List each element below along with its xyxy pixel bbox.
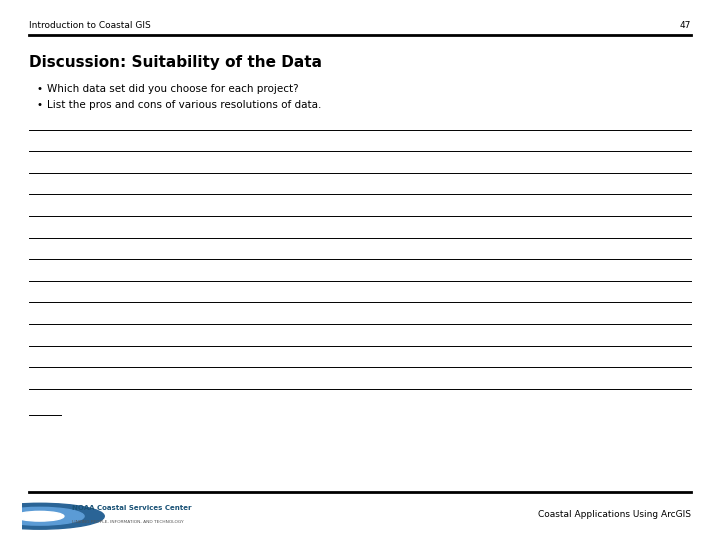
Text: Introduction to Coastal GIS: Introduction to Coastal GIS	[29, 22, 150, 30]
Text: Discussion: Suitability of the Data: Discussion: Suitability of the Data	[29, 55, 322, 70]
Text: Coastal Applications Using ArcGIS: Coastal Applications Using ArcGIS	[538, 510, 691, 518]
Circle shape	[0, 503, 104, 529]
Text: List the pros and cons of various resolutions of data.: List the pros and cons of various resolu…	[47, 100, 321, 110]
Text: NOAA Coastal Services Center: NOAA Coastal Services Center	[72, 505, 192, 511]
Text: LINKING PEOPLE, INFORMATION, AND TECHNOLOGY: LINKING PEOPLE, INFORMATION, AND TECHNOL…	[72, 520, 184, 524]
Text: •: •	[36, 100, 42, 110]
Circle shape	[16, 511, 64, 521]
Circle shape	[0, 508, 84, 525]
Text: Which data set did you choose for each project?: Which data set did you choose for each p…	[47, 84, 298, 94]
Text: •: •	[36, 84, 42, 94]
Text: 47: 47	[680, 22, 691, 30]
